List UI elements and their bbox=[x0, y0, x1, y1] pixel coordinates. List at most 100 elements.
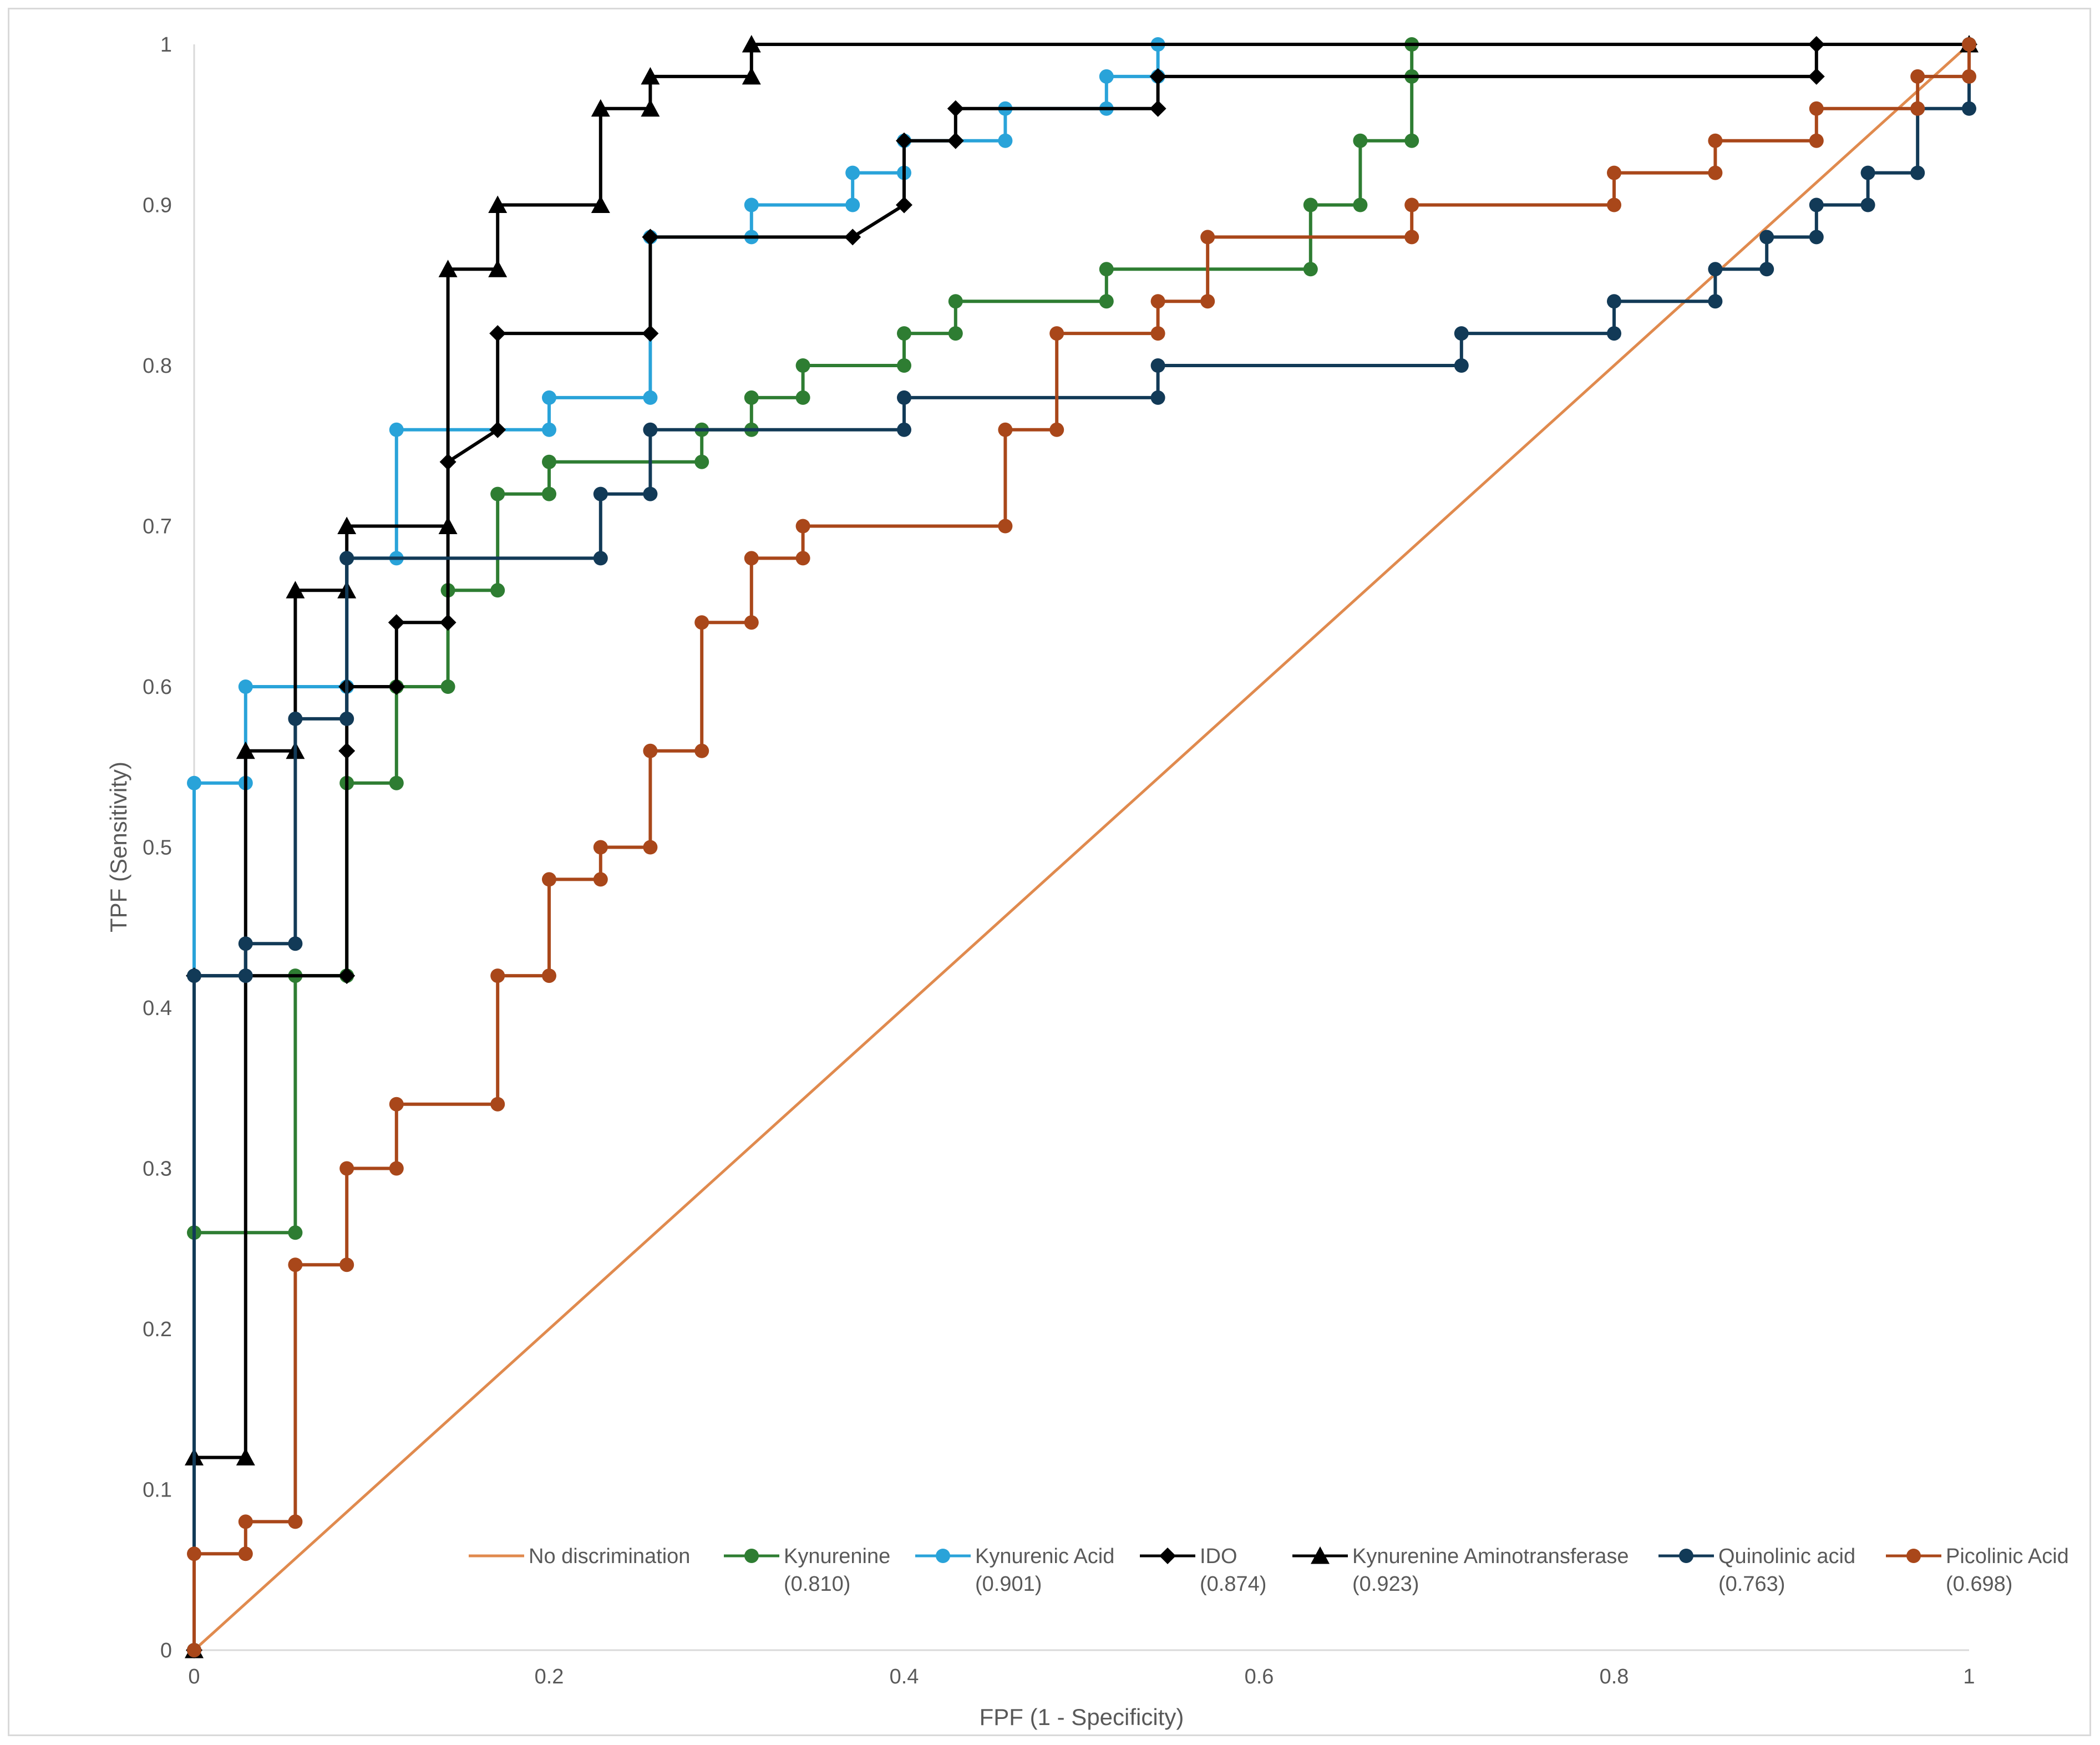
data-point-picolinic-acid bbox=[490, 1097, 505, 1112]
data-point-kynurenic-acid bbox=[542, 422, 556, 437]
data-point-kynurenine-aminotransferase bbox=[591, 195, 610, 213]
legend-label-quinolinic-acid: Quinolinic acid bbox=[1718, 1545, 1855, 1568]
data-point-kynurenic-acid bbox=[542, 390, 556, 405]
data-point-quinolinic-acid bbox=[643, 486, 658, 501]
data-point-quinolinic-acid bbox=[288, 711, 303, 726]
data-point-quinolinic-acid bbox=[1607, 326, 1621, 341]
plot-series bbox=[185, 35, 1979, 1658]
data-point-quinolinic-acid bbox=[1809, 197, 1824, 212]
data-point-kynurenine bbox=[542, 486, 556, 501]
legend-auc-kynurenine: (0.810) bbox=[784, 1572, 850, 1596]
y-tick-label: 0.3 bbox=[143, 1158, 172, 1181]
data-point-quinolinic-acid bbox=[339, 551, 354, 566]
data-point-kynurenic-acid bbox=[845, 197, 860, 212]
legend-label-kynurenic-acid: Kynurenic Acid bbox=[975, 1545, 1114, 1568]
x-tick-label: 0 bbox=[188, 1665, 200, 1688]
data-point-kynurenine-aminotransferase bbox=[286, 581, 305, 598]
data-point-kynurenine-aminotransferase bbox=[641, 67, 660, 85]
legend: No discrimination Kynurenine(0.810)Kynure… bbox=[469, 1545, 2069, 1596]
data-point-quinolinic-acid bbox=[1150, 390, 1165, 405]
data-point-kynurenine bbox=[490, 486, 505, 501]
data-point-ido bbox=[338, 967, 356, 985]
data-point-kynurenine bbox=[440, 679, 455, 694]
y-tick-label: 1 bbox=[160, 33, 172, 57]
data-point-picolinic-acid bbox=[795, 519, 810, 534]
data-point-picolinic-acid bbox=[643, 840, 658, 855]
data-point-kynurenine bbox=[1099, 294, 1114, 309]
chart-frame bbox=[8, 8, 2091, 1736]
legend-entry-picolinic-acid: Picolinic Acid (0.698) bbox=[1886, 1545, 2069, 1596]
data-point-picolinic-acid bbox=[1150, 326, 1165, 341]
data-point-ido bbox=[896, 132, 912, 149]
y-tick-label: 0.5 bbox=[143, 836, 172, 860]
data-point-quinolinic-acid bbox=[897, 422, 911, 437]
data-point-ido bbox=[642, 229, 659, 246]
y-tick-label: 0.4 bbox=[143, 997, 172, 1020]
data-point-quinolinic-acid bbox=[1454, 358, 1469, 373]
data-point-picolinic-acid bbox=[1809, 101, 1824, 116]
data-point-kynurenic-acid bbox=[998, 133, 1013, 148]
data-point-kynurenic-acid bbox=[744, 197, 759, 212]
data-point-kynurenine-aminotransferase bbox=[591, 99, 610, 117]
x-tick-label: 0.8 bbox=[1600, 1665, 1629, 1688]
legend-marker-kynurenine-aminotransferase bbox=[1311, 1546, 1330, 1564]
data-point-kynurenine-aminotransferase bbox=[337, 516, 357, 534]
y-tick-label: 0.1 bbox=[143, 1479, 172, 1502]
legend-entry-kynurenic-acid: Kynurenic Acid (0.901) bbox=[915, 1545, 1114, 1596]
data-point-quinolinic-acid bbox=[1962, 101, 1976, 116]
data-point-ido bbox=[388, 614, 405, 631]
data-point-picolinic-acid bbox=[643, 743, 658, 758]
data-point-picolinic-acid bbox=[339, 1257, 354, 1272]
data-point-quinolinic-acid bbox=[1759, 262, 1774, 277]
data-point-ido bbox=[1808, 68, 1825, 85]
data-point-picolinic-acid bbox=[187, 1546, 201, 1561]
data-point-picolinic-acid bbox=[593, 840, 608, 855]
data-point-picolinic-acid bbox=[288, 1514, 303, 1529]
legend-label-kynurenine-aminotransferase: Kynurenine Aminotransferase bbox=[1352, 1545, 1629, 1568]
data-point-kynurenic-acid bbox=[845, 165, 860, 180]
y-tick-label: 0.6 bbox=[143, 676, 172, 699]
data-point-quinolinic-acid bbox=[339, 711, 354, 726]
data-point-kynurenine bbox=[1353, 133, 1368, 148]
data-point-quinolinic-acid bbox=[1150, 358, 1165, 373]
data-point-kynurenine bbox=[389, 775, 404, 790]
data-point-picolinic-acid bbox=[593, 872, 608, 887]
data-point-kynurenine bbox=[897, 326, 911, 341]
data-point-picolinic-acid bbox=[1962, 69, 1976, 84]
data-point-picolinic-acid bbox=[389, 1097, 404, 1112]
data-point-quinolinic-acid bbox=[1607, 294, 1621, 309]
legend-entry-no-discrimination: No discrimination bbox=[469, 1545, 690, 1568]
legend-label-no-discrimination: No discrimination bbox=[529, 1545, 690, 1568]
legend-entry-kynurenine-aminotransferase: Kynurenine Aminotransferase (0.923) bbox=[1292, 1545, 1629, 1596]
data-point-ido bbox=[1149, 100, 1166, 117]
legend-marker-quinolinic-acid bbox=[1679, 1549, 1693, 1563]
legend-auc-ido: (0.874) bbox=[1200, 1572, 1266, 1596]
data-point-picolinic-acid bbox=[1910, 101, 1925, 116]
data-point-kynurenine bbox=[1404, 133, 1419, 148]
data-point-picolinic-acid bbox=[795, 551, 810, 566]
data-point-ido bbox=[947, 100, 964, 117]
data-point-picolinic-acid bbox=[542, 872, 556, 887]
data-point-picolinic-acid bbox=[1049, 326, 1064, 341]
data-point-picolinic-acid bbox=[339, 1161, 354, 1176]
y-tick-label: 0 bbox=[160, 1639, 172, 1662]
data-point-picolinic-acid bbox=[744, 551, 759, 566]
data-point-picolinic-acid bbox=[490, 968, 505, 983]
y-tick-labels: 0 0.1 0.2 0.3 0.4 0.5 0.6 0.7 0.8 0.9 1 bbox=[143, 33, 172, 1662]
data-point-picolinic-acid bbox=[694, 743, 709, 758]
data-point-kynurenine bbox=[948, 326, 963, 341]
legend-auc-quinolinic-acid: (0.763) bbox=[1718, 1572, 1785, 1596]
y-tick-label: 0.7 bbox=[143, 515, 172, 539]
data-point-quinolinic-acid bbox=[643, 422, 658, 437]
data-point-kynurenic-acid bbox=[1099, 69, 1114, 84]
data-point-kynurenine bbox=[1099, 262, 1114, 277]
data-point-picolinic-acid bbox=[998, 422, 1013, 437]
data-point-ido bbox=[844, 229, 861, 246]
data-point-ido bbox=[338, 742, 356, 759]
data-point-ido bbox=[642, 325, 659, 342]
legend-entry-quinolinic-acid: Quinolinic acid (0.763) bbox=[1658, 1545, 1855, 1596]
data-point-kynurenine-aminotransferase bbox=[742, 35, 761, 53]
data-point-kynurenine bbox=[897, 358, 911, 373]
data-point-kynurenine bbox=[744, 390, 759, 405]
